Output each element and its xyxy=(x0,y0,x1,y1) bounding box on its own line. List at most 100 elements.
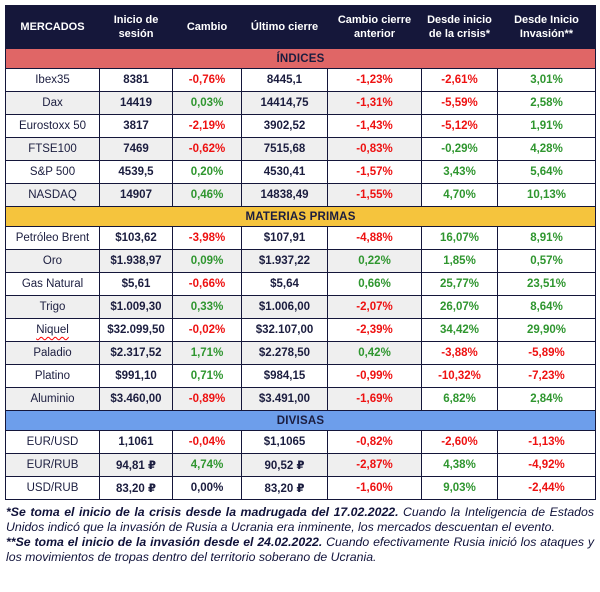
value-cell: 26,07% xyxy=(421,295,498,319)
value-cell: 34,42% xyxy=(421,318,498,342)
value-cell: 14907 xyxy=(99,183,173,207)
market-row: FTSE100 7469 -0,62% 7515,68 -0,83% -0,29% 4,28… xyxy=(5,137,596,161)
value-cell: -4,88% xyxy=(327,226,422,250)
market-label: Gas Natural xyxy=(5,272,100,296)
market-label-text: Niquel xyxy=(36,324,69,336)
col-header-ultimo-cierre: Último cierre xyxy=(241,5,328,49)
value-cell: 0,20% xyxy=(172,160,242,184)
value-cell: 7469 xyxy=(99,137,173,161)
col-header-cambio-anterior: Cambio cierre anterior xyxy=(327,5,422,49)
market-label-text: S&P 500 xyxy=(29,166,76,178)
section-row: MATERIAS PRIMAS xyxy=(5,206,596,227)
value-cell: 0,71% xyxy=(172,364,242,388)
market-row: Oro $1.938,97 0,09% $1.937,22 0,22% 1,85% 0,57… xyxy=(5,249,596,273)
value-cell: 9,03% xyxy=(421,476,498,500)
value-cell: 83,20 ₽ xyxy=(99,476,173,500)
value-cell: 23,51% xyxy=(497,272,596,296)
market-label: Ibex35 xyxy=(5,68,100,92)
value-cell: 0,00% xyxy=(172,476,242,500)
col-header-cambio: Cambio xyxy=(172,5,242,49)
section-title: MATERIAS PRIMAS xyxy=(5,206,596,227)
market-row: NASDAQ 14907 0,46% 14838,49 -1,55% 4,70% 10,13… xyxy=(5,183,596,207)
market-row: Niquel $32.099,50 -0,02% $32.107,00 -2,39% 34… xyxy=(5,318,596,342)
value-cell: 4530,41 xyxy=(241,160,328,184)
market-row: Aluminio $3.460,00 -0,89% $3.491,00 -1,69% 6,… xyxy=(5,387,596,411)
value-cell: -1,13% xyxy=(497,430,596,454)
value-cell: 10,13% xyxy=(497,183,596,207)
market-label: EUR/RUB xyxy=(5,453,100,477)
footnote-invasion-text: Cuando efectivamente Rusia inició los at… xyxy=(6,535,594,564)
market-row: EUR/RUB 94,81 ₽4,74% 90,52 ₽ -2,87% 4,38% -4,… xyxy=(5,453,596,477)
value-cell: 90,52 ₽ xyxy=(241,453,328,477)
value-cell: $32.099,50 xyxy=(99,318,173,342)
market-label-text: Petróleo Brent xyxy=(15,232,90,244)
market-row: Gas Natural $5,61 -0,66% $5,64 0,66% 25,77% 23… xyxy=(5,272,596,296)
col-header-inicio-sesion: Inicio de sesión xyxy=(99,5,173,49)
value-cell: $32.107,00 xyxy=(241,318,328,342)
value-cell: 4,38% xyxy=(421,453,498,477)
value-cell: -10,32% xyxy=(421,364,498,388)
value-cell: $1.937,22 xyxy=(241,249,328,273)
market-label: S&P 500 xyxy=(5,160,100,184)
value-cell: -1,55% xyxy=(327,183,422,207)
value-cell: 8,91% xyxy=(497,226,596,250)
value-cell: $5,64 xyxy=(241,272,328,296)
value-cell: -1,31% xyxy=(327,91,422,115)
market-row: EUR/USD 1,1061 -0,04% $1,1065 -0,82% -2,60% -1… xyxy=(5,430,596,454)
market-label-text: Aluminio xyxy=(30,393,75,405)
market-label: Petróleo Brent xyxy=(5,226,100,250)
value-cell: 7515,68 xyxy=(241,137,328,161)
table-header: MERCADOS Inicio de sesión Cambio Último … xyxy=(5,5,596,49)
market-label: Aluminio xyxy=(5,387,100,411)
market-label-text: NASDAQ xyxy=(28,189,77,201)
section-row: DIVISAS xyxy=(5,410,596,431)
value-cell: 14414,75 xyxy=(241,91,328,115)
value-cell: -0,89% xyxy=(172,387,242,411)
market-label-text: EUR/USD xyxy=(26,436,79,448)
market-label-text: USD/RUB xyxy=(26,482,79,494)
market-label: FTSE100 xyxy=(5,137,100,161)
value-cell: -1,43% xyxy=(327,114,422,138)
market-label-text: Gas Natural xyxy=(21,278,84,290)
market-row: Petróleo Brent $103,62 -3,98% $107,91 -4,88%… xyxy=(5,226,596,250)
value-cell: $1,1065 xyxy=(241,430,328,454)
market-label-text: EUR/RUB xyxy=(26,459,79,471)
value-cell: -0,04% xyxy=(172,430,242,454)
section-title: DIVISAS xyxy=(5,410,596,431)
value-cell: -3,98% xyxy=(172,226,242,250)
value-cell: -1,57% xyxy=(327,160,422,184)
value-cell: -2,44% xyxy=(497,476,596,500)
value-cell: -2,19% xyxy=(172,114,242,138)
market-label-text: Platino xyxy=(34,370,71,382)
value-cell: -4,92% xyxy=(497,453,596,477)
value-cell: 0,03% xyxy=(172,91,242,115)
value-cell: 3902,52 xyxy=(241,114,328,138)
value-cell: 4,28% xyxy=(497,137,596,161)
value-cell: 8,64% xyxy=(497,295,596,319)
market-label-text: FTSE100 xyxy=(28,143,77,155)
value-cell: -1,60% xyxy=(327,476,422,500)
value-cell: $2.317,52 xyxy=(99,341,173,365)
value-cell: -2,61% xyxy=(421,68,498,92)
value-cell: 5,64% xyxy=(497,160,596,184)
market-row: Trigo $1.009,30 0,33% $1.006,00 -2,07% 26,07%… xyxy=(5,295,596,319)
market-label: Eurostoxx 50 xyxy=(5,114,100,138)
markets-body: ÍNDICES Ibex35 8381 -0,76% 8445,1 -1,23% -2,61… xyxy=(5,48,596,500)
footnote-crisis: *Se toma el inicio de la crisis desde la… xyxy=(6,505,594,535)
value-cell: $103,62 xyxy=(99,226,173,250)
value-cell: 4,74% xyxy=(172,453,242,477)
section-row: ÍNDICES xyxy=(5,48,596,69)
value-cell: -0,66% xyxy=(172,272,242,296)
markets-table: MERCADOS Inicio de sesión Cambio Último … xyxy=(5,5,596,500)
market-label-text: Oro xyxy=(42,255,63,267)
value-cell: 2,58% xyxy=(497,91,596,115)
market-label-text: Ibex35 xyxy=(35,74,70,86)
value-cell: 0,09% xyxy=(172,249,242,273)
col-header-mercados: MERCADOS xyxy=(5,5,100,49)
section-title: ÍNDICES xyxy=(5,48,596,69)
value-cell: 94,81 ₽ xyxy=(99,453,173,477)
value-cell: 83,20 ₽ xyxy=(241,476,328,500)
footnote-crisis-lead: *Se toma el inicio de la crisis desde la… xyxy=(6,505,399,519)
value-cell: 4,70% xyxy=(421,183,498,207)
market-label: USD/RUB xyxy=(5,476,100,500)
